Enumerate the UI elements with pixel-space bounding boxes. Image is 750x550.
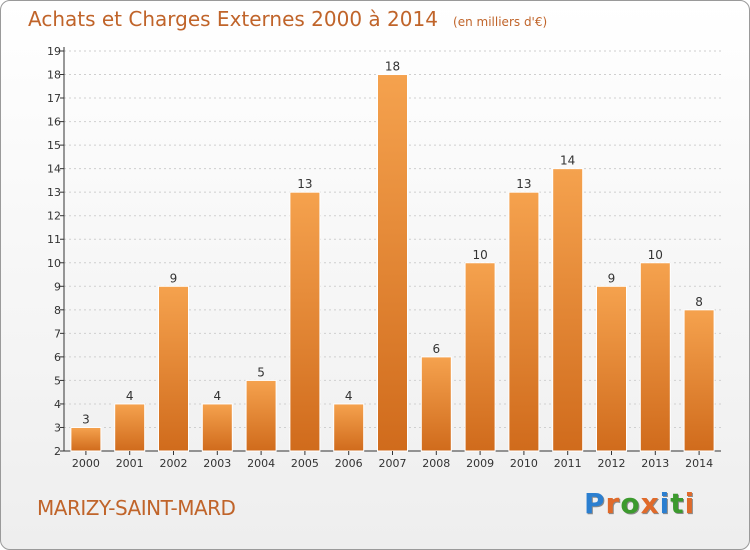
x-tick-label: 2007 (379, 457, 407, 470)
x-tick-label: 2008 (422, 457, 450, 470)
data-label: 9 (170, 271, 178, 285)
data-label: 10 (472, 248, 487, 262)
data-label: 5 (257, 365, 265, 379)
x-tick-label: 2009 (466, 457, 494, 470)
data-label: 4 (213, 389, 221, 403)
y-tick-label: 5 (54, 374, 61, 387)
data-label: 4 (126, 389, 134, 403)
y-tick-label: 9 (54, 280, 61, 293)
data-label: 3 (82, 412, 90, 426)
data-label: 9 (608, 271, 616, 285)
logo-letter: P (584, 487, 606, 520)
bar (596, 285, 627, 452)
x-tick-label: 2000 (72, 457, 100, 470)
y-tick-label: 11 (47, 233, 61, 246)
data-label: 10 (648, 248, 663, 262)
data-label: 18 (385, 60, 400, 74)
y-tick-label: 12 (47, 210, 61, 223)
data-label: 13 (516, 177, 531, 191)
town-name: MARIZY-SAINT-MARD (37, 496, 236, 520)
logo-letter: r (605, 487, 621, 520)
bar (464, 262, 496, 452)
y-tick-label: 15 (47, 139, 61, 152)
logo-letter: t (670, 487, 685, 520)
logo-letter: i (659, 487, 671, 520)
x-tick-label: 2011 (554, 457, 582, 470)
data-label: 8 (695, 295, 703, 309)
y-tick-label: 10 (47, 257, 61, 270)
logo-letter: x (640, 487, 660, 520)
x-tick-label: 2005 (291, 457, 319, 470)
x-tick-label: 2010 (510, 457, 538, 470)
chart-unit-note: (en milliers d'€) (453, 15, 548, 29)
x-tick-label: 2013 (641, 457, 669, 470)
logo-letter: o (620, 487, 641, 520)
y-tick-label: 4 (54, 398, 61, 411)
bar (245, 379, 277, 452)
data-label: 6 (432, 342, 440, 356)
y-tick-label: 19 (47, 45, 61, 58)
data-label: 14 (560, 154, 575, 168)
bar (333, 403, 365, 452)
x-tick-label: 2014 (685, 457, 713, 470)
logo-letter: i (684, 487, 696, 520)
y-tick-label: 13 (47, 186, 61, 199)
bar (420, 356, 452, 452)
bar (114, 403, 146, 452)
proxiti-logo: Proxiti (584, 487, 695, 520)
bar (683, 309, 715, 452)
chart-title-block: Achats et Charges Externes 2000 à 2014 (… (28, 7, 547, 31)
x-tick-label: 2003 (203, 457, 231, 470)
data-label: 13 (297, 177, 312, 191)
chart-title: Achats et Charges Externes 2000 à 2014 (28, 7, 438, 31)
bar (552, 168, 584, 452)
bar (158, 285, 189, 452)
x-tick-label: 2001 (116, 457, 144, 470)
bar (377, 74, 408, 452)
y-tick-label: 3 (54, 421, 61, 434)
y-tick-label: 7 (54, 327, 61, 340)
x-tick-label: 2012 (598, 457, 626, 470)
bar (508, 191, 540, 452)
y-tick-label: 8 (54, 304, 61, 317)
y-tick-label: 6 (54, 351, 61, 364)
bar (289, 191, 321, 452)
bar (70, 426, 102, 452)
y-tick-label: 17 (47, 92, 61, 105)
x-tick-label: 2006 (335, 457, 363, 470)
y-tick-label: 16 (47, 116, 61, 129)
x-tick-label: 2002 (160, 457, 188, 470)
bar (639, 262, 671, 452)
y-tick-label: 2 (54, 445, 61, 458)
bar (201, 403, 233, 452)
x-tick-label: 2004 (247, 457, 275, 470)
data-label: 4 (345, 389, 353, 403)
y-tick-label: 14 (47, 163, 61, 176)
y-tick-label: 18 (47, 69, 61, 82)
